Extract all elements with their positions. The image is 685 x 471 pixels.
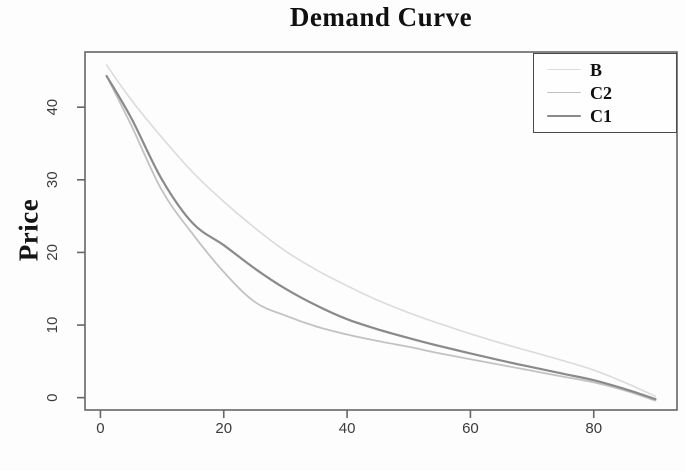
y-tick-label: 20 xyxy=(44,244,61,261)
legend-item-c2: C2 xyxy=(534,83,676,103)
x-tick-label: 0 xyxy=(96,420,104,437)
curve-b xyxy=(105,64,657,397)
legend-label-c2: C2 xyxy=(590,82,612,103)
y-tick-label: 40 xyxy=(44,99,61,116)
y-tick-label: 30 xyxy=(44,171,61,188)
legend-line-swatch-c2 xyxy=(547,92,581,94)
legend-label-c1: C1 xyxy=(590,106,612,127)
legend: B C2 C1 xyxy=(533,53,677,133)
plot-border xyxy=(84,51,678,411)
curve-c2 xyxy=(105,75,657,402)
legend-label-b: B xyxy=(590,59,603,80)
y-tick-label: 10 xyxy=(44,317,61,334)
x-tick-label: 20 xyxy=(215,420,232,437)
legend-line-swatch-c1 xyxy=(547,115,581,118)
legend-item-c1: C1 xyxy=(534,106,676,126)
chart-title: Demand Curve xyxy=(289,2,473,32)
x-tick-label: 40 xyxy=(339,420,356,437)
curve-c1 xyxy=(105,74,657,401)
y-tick-label: 0 xyxy=(44,393,61,401)
x-tick-label: 60 xyxy=(462,420,479,437)
legend-item-b: B xyxy=(534,60,676,80)
legend-line-swatch-b xyxy=(547,69,581,71)
x-tick-label: 80 xyxy=(585,420,602,437)
